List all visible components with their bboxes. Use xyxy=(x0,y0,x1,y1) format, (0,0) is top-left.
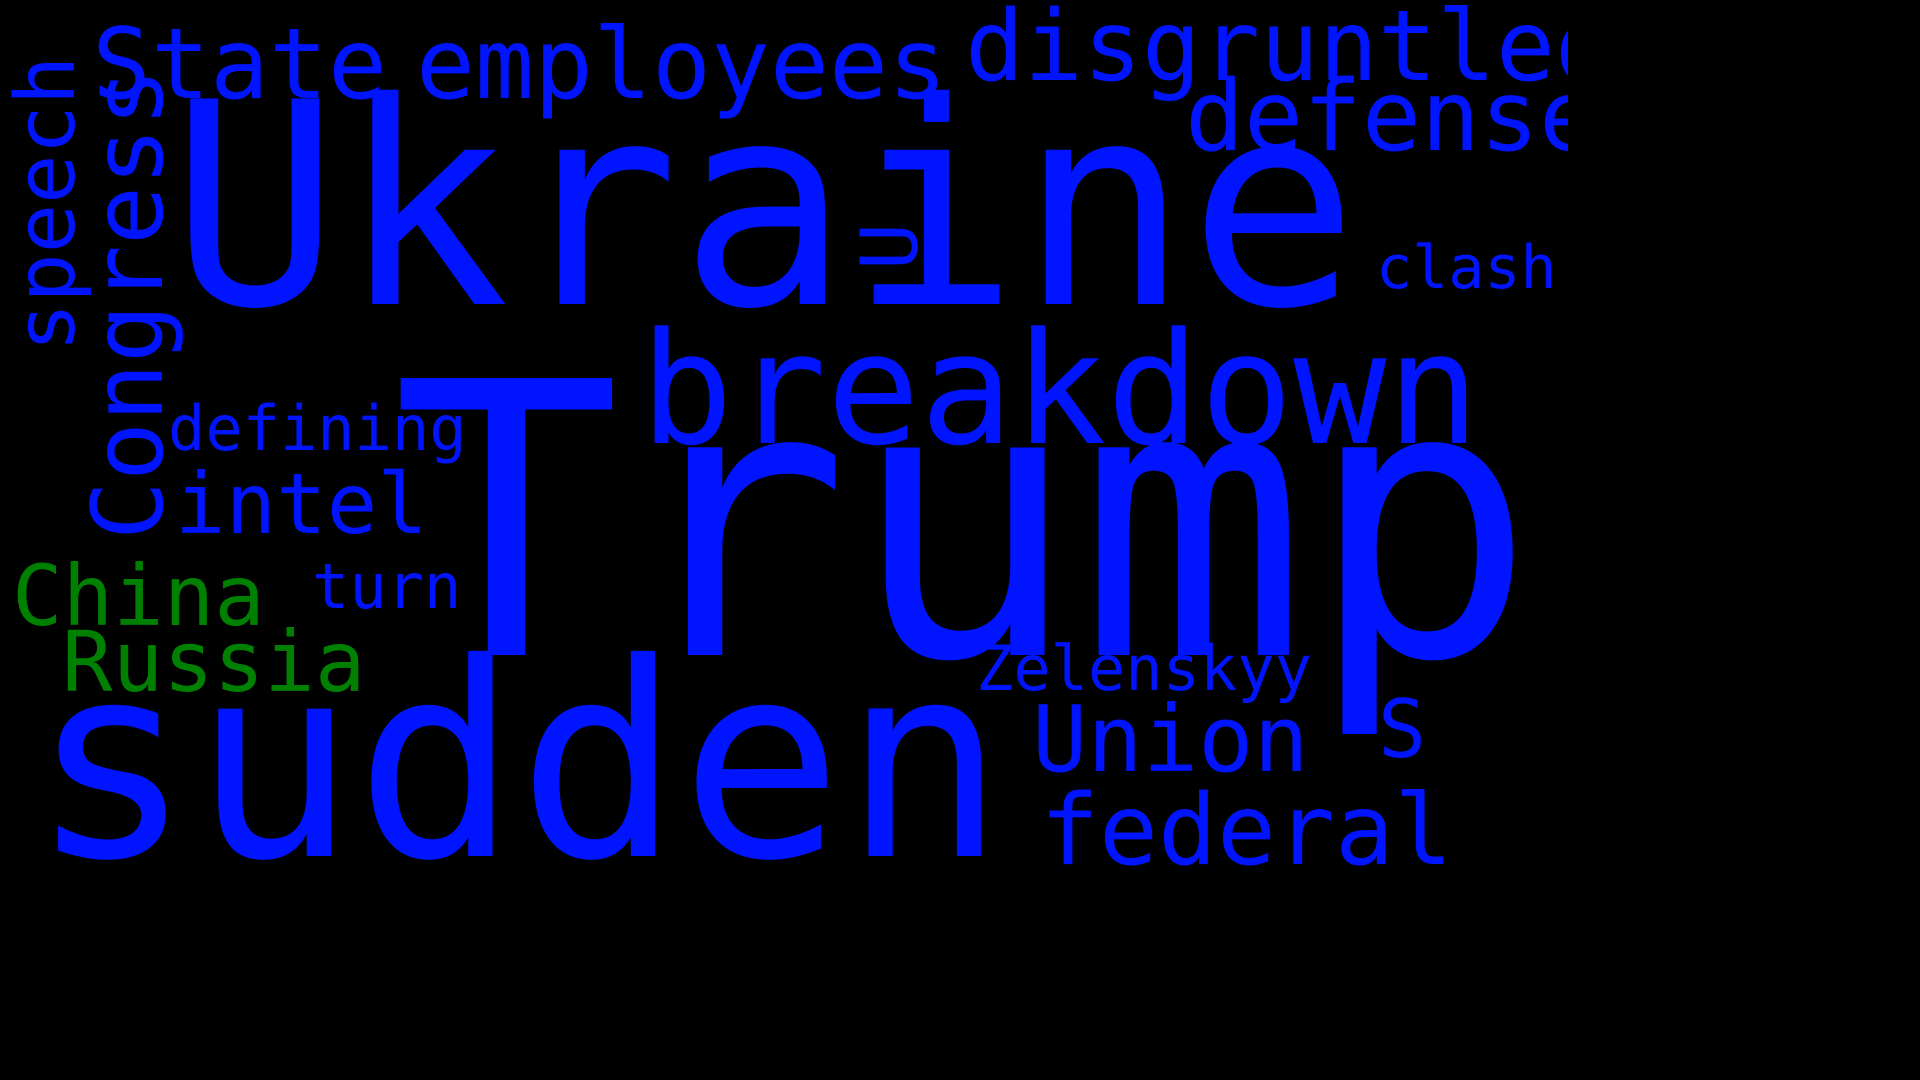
word-cloud: Ukraine Trump sudden breakdown State emp… xyxy=(0,0,1568,882)
word-state: State xyxy=(92,8,388,122)
word-clash: clash xyxy=(1376,233,1557,303)
word-russia: Russia xyxy=(62,613,366,711)
word-zelenskyy: Zelenskyy xyxy=(976,632,1312,705)
word-u: U xyxy=(846,223,936,270)
word-turn: turn xyxy=(312,550,462,623)
word-ukraine: Ukraine xyxy=(170,42,1359,371)
word-federal: federal xyxy=(1040,774,1454,882)
word-disgruntled: disgruntled xyxy=(965,0,1568,104)
word-intel: intel xyxy=(175,455,428,553)
word-defining: defining xyxy=(168,392,467,465)
word-sudden: sudden xyxy=(30,605,1006,883)
word-defense: defense xyxy=(1185,60,1568,174)
word-employees: employees xyxy=(416,8,948,122)
word-congress: Congress xyxy=(72,67,186,540)
word-s: S xyxy=(1378,683,1427,776)
word-trump: Trump xyxy=(392,302,1536,745)
word-breakdown: breakdown xyxy=(640,299,1480,480)
word-union: Union xyxy=(1032,686,1309,793)
word-china: China xyxy=(12,547,265,645)
